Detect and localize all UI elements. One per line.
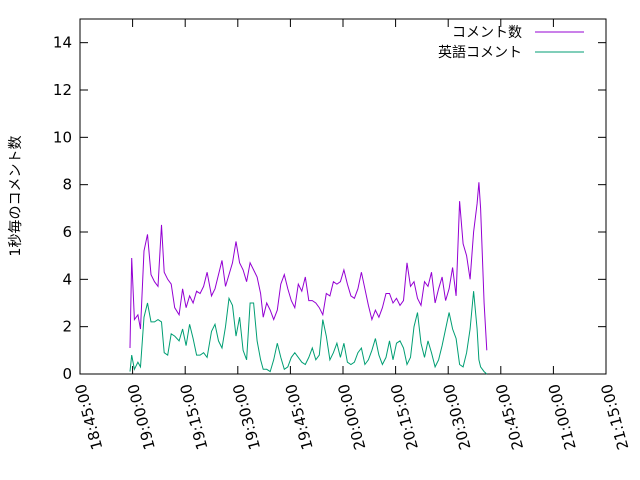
y-tick-label: 2 [62,318,72,336]
y-tick-label: 4 [62,270,72,288]
y-tick-label: 12 [53,81,72,99]
series-layer [129,182,488,375]
series-line-1 [129,182,488,351]
series-line-2 [129,291,488,375]
y-tick-label: 14 [53,34,72,52]
y-tick-label: 6 [62,223,72,241]
y-tick-label: 10 [53,128,72,146]
legend-label: コメント数 [452,25,522,41]
y-tick-label: 8 [62,176,72,194]
y-tick-label: 0 [62,365,72,383]
legend-label: 英語コメント [438,44,522,61]
y-axis-label: 1秒毎のコメント数 [8,136,24,257]
